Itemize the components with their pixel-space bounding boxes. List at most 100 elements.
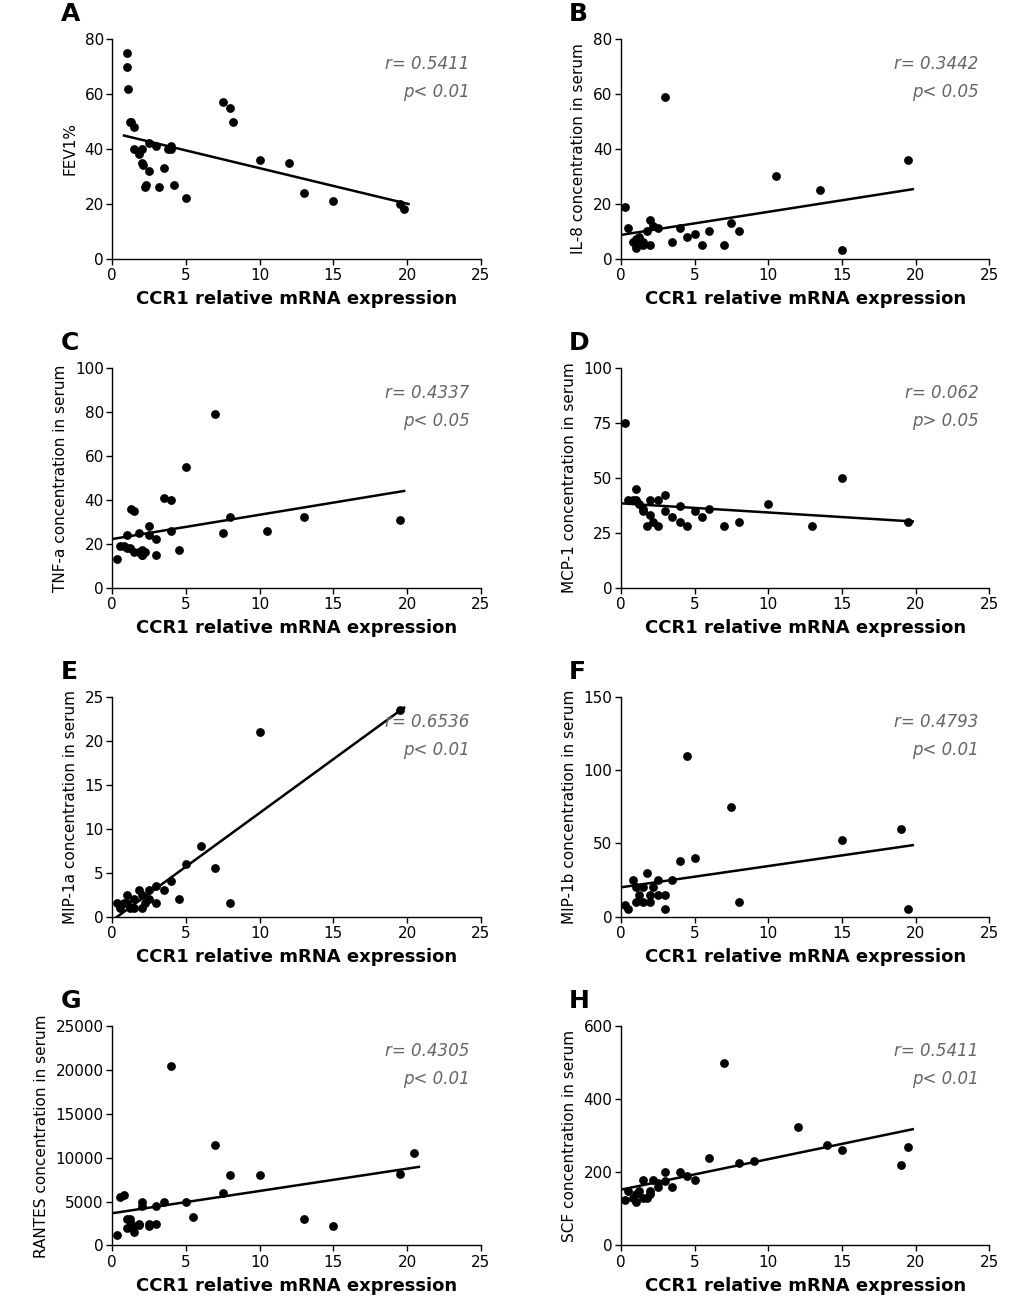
Point: [133, 1196, 150, 1217]
Point: [170, 889, 186, 910]
Point: [177, 456, 194, 477]
Point: [148, 876, 164, 897]
Point: [126, 117, 143, 138]
Point: [141, 515, 157, 536]
Point: [679, 1165, 695, 1186]
Point: [121, 538, 138, 558]
Point: [137, 177, 153, 198]
Point: [693, 507, 709, 528]
X-axis label: CCR1 relative mRNA expression: CCR1 relative mRNA expression: [136, 290, 457, 308]
Point: [715, 235, 732, 256]
Point: [627, 489, 643, 510]
Point: [627, 235, 643, 256]
Point: [130, 1213, 147, 1234]
Point: [634, 235, 650, 256]
Point: [325, 1215, 341, 1236]
Point: [730, 1152, 746, 1173]
Point: [108, 548, 124, 569]
Point: [616, 197, 633, 218]
Point: [141, 160, 157, 181]
Point: [222, 1164, 238, 1185]
Point: [118, 1209, 135, 1230]
Text: r= 0.4793: r= 0.4793: [893, 713, 977, 730]
Point: [634, 501, 650, 522]
Point: [671, 1162, 687, 1183]
Point: [163, 136, 179, 157]
Point: [700, 220, 716, 241]
Point: [649, 1176, 665, 1197]
Text: r= 0.5411: r= 0.5411: [893, 1041, 977, 1059]
Point: [892, 818, 908, 839]
Point: [630, 227, 646, 248]
Point: [214, 92, 230, 113]
Point: [639, 863, 655, 884]
Text: p< 0.01: p< 0.01: [911, 741, 977, 759]
Point: [833, 468, 849, 489]
Point: [123, 111, 140, 132]
Text: E: E: [60, 659, 77, 684]
Point: [141, 1215, 157, 1236]
Point: [148, 1196, 164, 1217]
Point: [722, 796, 739, 817]
Point: [671, 218, 687, 239]
Point: [222, 507, 238, 528]
Point: [639, 1188, 655, 1209]
Point: [627, 237, 643, 258]
Y-axis label: TNF-a concentration in serum: TNF-a concentration in serum: [53, 364, 68, 591]
Point: [700, 1147, 716, 1168]
Point: [252, 722, 268, 743]
Point: [141, 880, 157, 901]
Point: [133, 544, 150, 565]
Point: [656, 87, 673, 108]
Point: [649, 884, 665, 905]
Point: [634, 877, 650, 898]
Point: [130, 880, 147, 901]
Point: [296, 1209, 312, 1230]
Point: [108, 893, 124, 914]
Point: [644, 511, 660, 532]
Point: [148, 1214, 164, 1235]
Point: [804, 515, 820, 536]
Point: [252, 149, 268, 170]
Point: [163, 520, 179, 541]
Point: [700, 498, 716, 519]
Text: G: G: [60, 988, 82, 1013]
Text: p< 0.01: p< 0.01: [403, 741, 470, 759]
Point: [671, 496, 687, 517]
Point: [116, 535, 132, 556]
Point: [135, 155, 151, 176]
Point: [616, 1189, 633, 1210]
Point: [818, 1134, 835, 1155]
Y-axis label: RANTES concentration in serum: RANTES concentration in serum: [34, 1013, 49, 1257]
Text: r= 0.6536: r= 0.6536: [385, 713, 470, 730]
Text: A: A: [60, 3, 79, 26]
Text: p< 0.01: p< 0.01: [403, 1070, 470, 1088]
Text: p> 0.05: p> 0.05: [911, 412, 977, 430]
Point: [649, 489, 665, 510]
Point: [671, 851, 687, 872]
Point: [170, 540, 186, 561]
Point: [900, 511, 916, 532]
Point: [627, 1192, 643, 1213]
Point: [616, 894, 633, 915]
Point: [627, 891, 643, 912]
Point: [391, 509, 408, 530]
Point: [133, 897, 150, 918]
Point: [193, 836, 209, 857]
Point: [141, 524, 157, 545]
Y-axis label: MIP-1b concentration in serum: MIP-1b concentration in serum: [561, 690, 576, 924]
Point: [151, 177, 167, 198]
Point: [207, 1134, 223, 1155]
Point: [156, 1192, 172, 1213]
Point: [118, 1218, 135, 1239]
Point: [627, 479, 643, 499]
Point: [642, 1184, 658, 1205]
Point: [148, 893, 164, 914]
Point: [177, 187, 194, 208]
Point: [133, 540, 150, 561]
Point: [163, 489, 179, 510]
Point: [130, 1215, 147, 1236]
Point: [671, 511, 687, 532]
Point: [252, 1164, 268, 1185]
Point: [627, 1184, 643, 1205]
